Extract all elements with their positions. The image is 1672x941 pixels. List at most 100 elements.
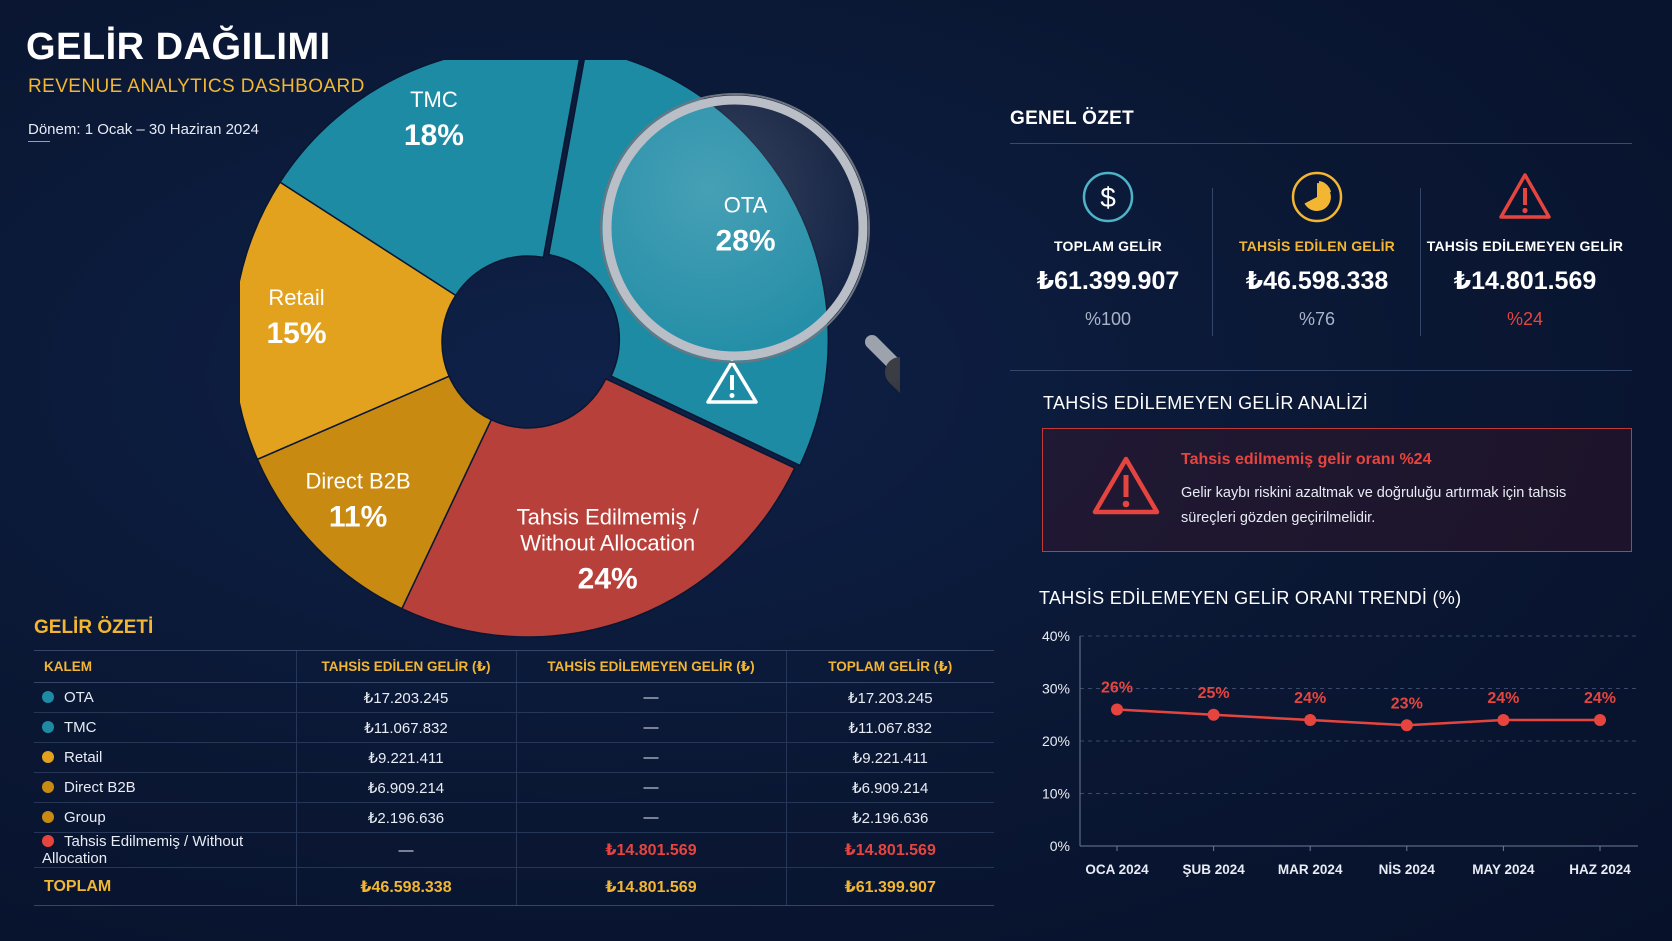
summary-title: GENEL ÖZET [1010, 108, 1135, 129]
alert-text: Gelir kaybı riskini azaltmak ve doğruluğ… [1181, 485, 1567, 526]
table-header-row: KALEM TAHSİS EDİLEN GELİR (₺) TAHSİS EDİ… [34, 650, 994, 683]
column-header: KALEM [34, 650, 296, 683]
allocated-cell: — [295, 832, 516, 868]
period-underline [28, 141, 50, 142]
magnifier-icon [600, 93, 900, 393]
kpi-percent: %100 [1084, 309, 1132, 329]
period-label: Dönem: 1 Ocak – 30 Haziran 2024 [28, 121, 259, 138]
slice-label: Without Allocation [520, 531, 695, 556]
trend-point [1594, 714, 1606, 726]
y-tick-label: 20% [1042, 733, 1070, 749]
row-label: Group [64, 809, 106, 826]
trend-value-label: 23% [1391, 695, 1423, 712]
slice-percent-label: 15% [266, 317, 326, 350]
kpi-separator [1420, 188, 1421, 336]
kpi-value: ₺14.801.569 [1453, 267, 1597, 295]
kpi-total-revenue: $ TOPLAM GELİR ₺61.399.907 %100 [1005, 170, 1211, 340]
total-cell: ₺9.221.411 [785, 742, 994, 773]
alert-box: Tahsis edilmemiş gelir oranı %24 Gelir k… [1042, 428, 1632, 552]
row-label: OTA [64, 689, 94, 706]
trend-value-label: 25% [1198, 685, 1230, 702]
kpi-separator [1212, 188, 1213, 336]
allocated-cell: ₺2.196.636 [295, 802, 516, 833]
table-row: OTA ₺17.203.245— ₺17.203.245 [34, 682, 994, 713]
y-tick-label: 0% [1050, 838, 1070, 854]
donut-slice-tahsis-edilmemi-without-allocation [400, 377, 796, 638]
trend-point [1497, 714, 1510, 726]
legend-dot-icon [42, 811, 54, 823]
total-cell: ₺14.801.569 [785, 832, 994, 868]
slice-warning-icon [706, 360, 758, 404]
trend-value-label: 26% [1101, 680, 1133, 697]
y-tick-label: 10% [1042, 786, 1070, 802]
column-header: TOPLAM GELİR (₺) [785, 650, 994, 683]
row-label: Direct B2B [64, 779, 136, 796]
kpi-label: TAHSİS EDİLEMEYEN GELİR [1426, 238, 1624, 254]
unallocated-cell: — [515, 742, 786, 773]
total-cell: ₺11.067.832 [785, 712, 994, 743]
row-label: Tahsis Edilmemiş / Without Allocation [42, 833, 244, 867]
warning-icon [1499, 173, 1551, 219]
revenue-summary-table: KALEM TAHSİS EDİLEN GELİR (₺) TAHSİS EDİ… [34, 650, 994, 906]
slice-label: Retail [268, 285, 324, 310]
column-header: TAHSİS EDİLEMEYEN GELİR (₺) [515, 650, 786, 683]
unallocated-cell: — [515, 682, 786, 713]
y-tick-label: 30% [1042, 681, 1070, 697]
row-name: Direct B2B [34, 772, 296, 803]
row-name: OTA [34, 682, 296, 713]
column-header: TAHSİS EDİLEN GELİR (₺) [295, 650, 516, 683]
legend-dot-icon [42, 691, 54, 703]
trend-point [1304, 714, 1317, 726]
x-tick-label: OCA 2024 [1085, 862, 1149, 877]
dollar-icon: $ [1082, 171, 1134, 223]
allocated-cell: ₺17.203.245 [295, 682, 516, 713]
unallocated-total-cell: ₺14.801.569 [515, 867, 786, 906]
x-tick-label: MAY 2024 [1472, 862, 1535, 877]
table-row: Direct B2B ₺6.909.214— ₺6.909.214 [34, 772, 994, 803]
y-tick-label: 40% [1042, 628, 1070, 644]
row-label: TMC [64, 719, 97, 736]
slice-label: TMC [410, 87, 458, 112]
legend-dot-icon [42, 781, 54, 793]
kpi-label: TAHSİS EDİLEN GELİR [1239, 238, 1395, 254]
slice-label: Tahsis Edilmemiş / [517, 505, 700, 530]
row-name: TMC [34, 712, 296, 743]
allocated-total-cell: ₺46.598.338 [295, 867, 516, 906]
table-row: Group ₺2.196.636— ₺2.196.636 [34, 802, 994, 833]
trend-value-label: 24% [1294, 690, 1326, 707]
legend-dot-icon [42, 835, 54, 847]
unallocated-cell: — [515, 772, 786, 803]
trend-chart-title: TAHSİS EDİLEMEYEN GELİR ORANI TRENDİ (%) [1039, 588, 1462, 608]
summary-divider [1010, 143, 1632, 144]
total-cell: ₺17.203.245 [785, 682, 994, 713]
trend-point [1111, 703, 1123, 716]
unallocated-cell: — [515, 712, 786, 743]
row-label: Retail [64, 749, 103, 766]
legend-dot-icon [42, 751, 54, 763]
alert-warning-icon [1092, 456, 1160, 515]
x-tick-label: HAZ 2024 [1569, 862, 1631, 877]
section-divider [1010, 370, 1632, 371]
allocated-cell: ₺9.221.411 [295, 742, 516, 773]
table-row: Tahsis Edilmemiş / Without Allocation — ₺1… [34, 832, 994, 868]
unallocated-cell: ₺14.801.569 [515, 832, 786, 868]
slice-percent-label: 11% [329, 500, 387, 533]
page-title: GELİR DAĞILIMI [26, 26, 331, 68]
legend-dot-icon [42, 721, 54, 733]
kpi-percent: %24 [1506, 309, 1544, 329]
trend-line-chart: 0% 10% 20% 30% 40% OCA 2024 ŞUB 2024 MAR 2024 Nİ… [1042, 628, 1638, 877]
table-row: Retail ₺9.221.411— ₺9.221.411 [34, 742, 994, 773]
table-total-row: TOPLAM ₺46.598.338 ₺14.801.569 ₺61.399.907 [34, 867, 994, 906]
trend-line [1116, 708, 1600, 727]
kpi-label: TOPLAM GELİR [1054, 238, 1162, 254]
unallocated-cell: — [515, 802, 786, 833]
alert-title: Tahsis edilmemiş gelir oranı %24 [1181, 451, 1432, 468]
grand-total-cell: ₺61.399.907 [785, 867, 994, 906]
analysis-title: TAHSİS EDİLEMEYEN GELİR ANALİZİ [1043, 393, 1369, 413]
x-tick-label: MAR 2024 [1278, 862, 1343, 877]
trend-value-label: 24% [1487, 690, 1519, 707]
donut-slice-tmc [279, 60, 581, 297]
donut-slice-retail [240, 181, 457, 461]
kpi-value: ₺61.399.907 [1036, 267, 1180, 295]
